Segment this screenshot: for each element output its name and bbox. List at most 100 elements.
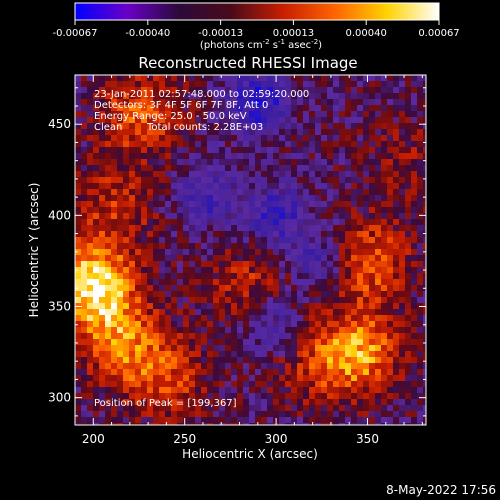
heatmap-cell [393,399,399,405]
heatmap-cell [345,123,351,129]
heatmap-cell [183,399,189,405]
heatmap-cell [93,147,99,153]
heatmap-cell [309,237,315,243]
heatmap-cell [405,123,411,129]
heatmap-cell [201,351,207,357]
heatmap-cell [381,237,387,243]
heatmap-cell [147,333,153,339]
heatmap-cell [153,177,159,183]
heatmap-cell [81,171,87,177]
heatmap-cell [411,219,417,225]
heatmap-cell [393,99,399,105]
heatmap-cell [393,279,399,285]
heatmap-cell [267,267,273,273]
heatmap-cell [99,357,105,363]
heatmap-cell [195,387,201,393]
heatmap-cell [303,81,309,87]
heatmap-cell [393,423,399,425]
heatmap-cell [249,321,255,327]
heatmap-cell [189,309,195,315]
heatmap-cell [165,75,171,81]
heatmap-cell [201,207,207,213]
heatmap-cell [81,279,87,285]
colorbar-tick-label: 0.00040 [346,28,387,39]
heatmap-cell [123,417,129,423]
heatmap-cell [171,159,177,165]
heatmap-cell [297,249,303,255]
heatmap-cell [375,393,381,399]
heatmap-cell [93,243,99,249]
heatmap-cell [189,207,195,213]
heatmap-cell [405,315,411,321]
heatmap-cell [351,285,357,291]
heatmap-cell [165,303,171,309]
heatmap-cell [345,375,351,381]
heatmap-cell [369,195,375,201]
heatmap-cell [189,129,195,135]
heatmap-cell [321,351,327,357]
heatmap-cell [423,141,426,147]
heatmap-cell [249,363,255,369]
heatmap-cell [417,231,423,237]
heatmap-cell [297,81,303,87]
heatmap-cell [249,177,255,183]
heatmap-cell [141,297,147,303]
heatmap-cell [351,189,357,195]
heatmap-cell [417,225,423,231]
heatmap-cell [75,303,81,309]
heatmap-cell [231,321,237,327]
heatmap-cell [189,111,195,117]
heatmap-cell [183,387,189,393]
heatmap-cell [99,75,105,81]
heatmap-cell [243,99,249,105]
heatmap-cell [219,303,225,309]
heatmap-cell [219,387,225,393]
heatmap-cell [183,75,189,81]
heatmap-cell [111,351,117,357]
heatmap-cell [333,123,339,129]
heatmap-cell [393,291,399,297]
heatmap-cell [237,321,243,327]
heatmap-cell [261,339,267,345]
heatmap-cell [225,261,231,267]
heatmap-cell [165,351,171,357]
heatmap-cell [189,279,195,285]
heatmap-cell [225,159,231,165]
heatmap-cell [219,267,225,273]
heatmap-cell [111,243,117,249]
heatmap-cell [387,303,393,309]
heatmap-cell [117,291,123,297]
heatmap-cell [165,297,171,303]
heatmap-cell [375,303,381,309]
heatmap-cell [135,129,141,135]
heatmap-cell [201,75,207,81]
heatmap-cell [351,411,357,417]
heatmap-cell [279,423,285,425]
heatmap-cell [279,381,285,387]
heatmap-cell [87,249,93,255]
heatmap-cell [387,237,393,243]
heatmap-cell [315,183,321,189]
heatmap-cell [249,369,255,375]
heatmap-cell [141,75,147,81]
heatmap-cell [93,363,99,369]
heatmap-cell [81,393,87,399]
heatmap-cell [375,279,381,285]
heatmap-cell [387,423,393,425]
heatmap-cell [297,123,303,129]
heatmap-cell [75,357,81,363]
heatmap-cell [189,171,195,177]
heatmap-cell [87,159,93,165]
heatmap-cell [171,195,177,201]
heatmap-cell [123,177,129,183]
heatmap-cell [171,213,177,219]
heatmap-cell [303,363,309,369]
heatmap-cell [273,99,279,105]
heatmap-cell [351,375,357,381]
heatmap-cell [297,165,303,171]
heatmap-cell [363,219,369,225]
heatmap-cell [189,225,195,231]
heatmap-cell [183,159,189,165]
heatmap-cell [351,333,357,339]
heatmap-cell [405,327,411,333]
